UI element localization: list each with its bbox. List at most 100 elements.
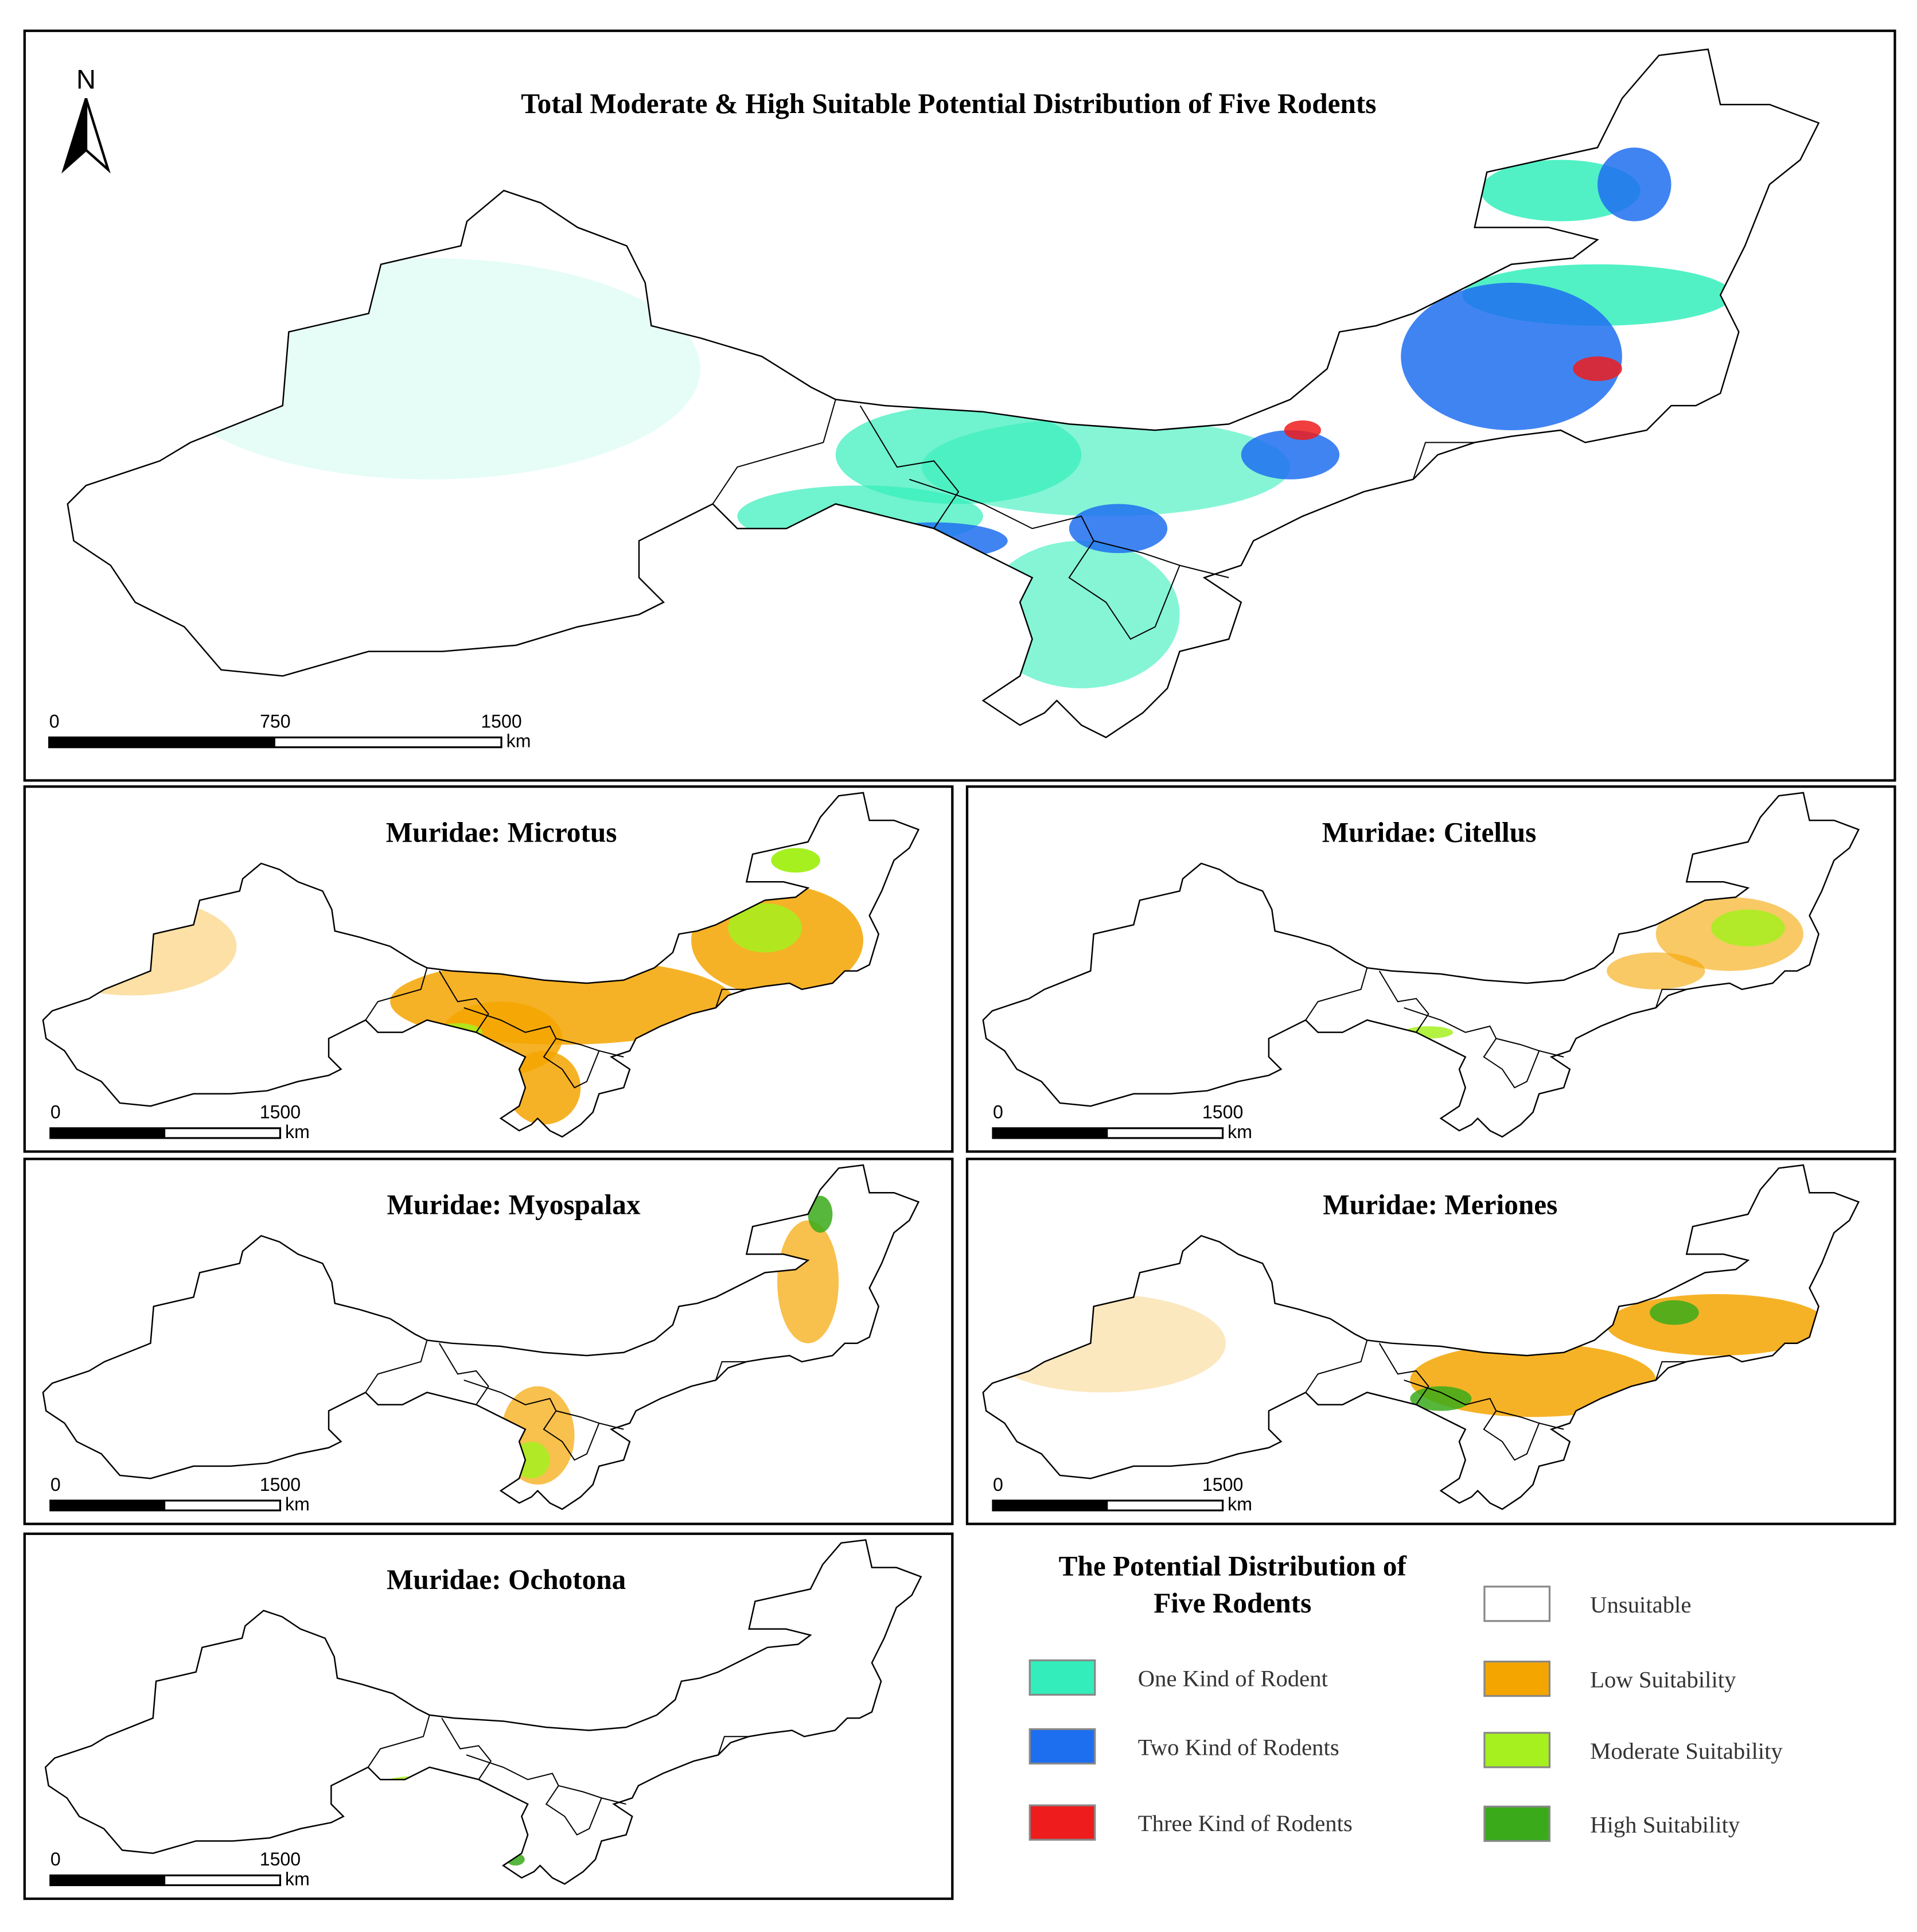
province-border (718, 1736, 749, 1755)
suitability-area (513, 1442, 550, 1479)
legend-swatch (1028, 1804, 1096, 1841)
province-border (909, 480, 1229, 639)
legend-swatch (1483, 1805, 1551, 1842)
legend-label: Low Suitability (1590, 1667, 1736, 1693)
main-title: Total Moderate & High Suitable Potential… (521, 88, 1376, 119)
suitability-area (1650, 1300, 1699, 1325)
province-border (1404, 1008, 1564, 1088)
map-fill (42, 848, 863, 1125)
suitability-area (1607, 952, 1705, 990)
scale-bar-fill (50, 1500, 166, 1511)
legend-swatch (1483, 1732, 1551, 1769)
province-border (1380, 971, 1429, 1033)
suitability-area (983, 1294, 1226, 1393)
suitability-area (506, 1853, 525, 1866)
panel-map (983, 793, 1858, 1137)
scale-label: 1500 (260, 1474, 301, 1495)
region-outline (45, 1540, 921, 1884)
legend-swatch (1483, 1586, 1551, 1622)
map-fill (380, 1776, 525, 1866)
province-border (1094, 541, 1180, 566)
north-arrow: N (61, 64, 111, 174)
legend-label: Three Kind of Rodents (1138, 1810, 1353, 1836)
map-fill (983, 1294, 1828, 1417)
panel-map (980, 1165, 1858, 1509)
suitability-area (808, 1195, 833, 1233)
scale-label: 0 (993, 1102, 1003, 1123)
scale-bar-fill (50, 1875, 166, 1886)
scale-bar-fill (992, 1128, 1108, 1138)
panel-frame (23, 1158, 954, 1525)
panel-title: Muridae: Ochotona (387, 1564, 626, 1595)
suitability-area (728, 903, 802, 953)
suitability-area (777, 1220, 839, 1343)
province-border (1496, 1411, 1539, 1423)
province-border (716, 1362, 747, 1380)
scale-label: 1500 (260, 1849, 301, 1869)
suitability-area (1607, 1294, 1828, 1356)
province-border (1404, 1380, 1564, 1460)
suitability-area (983, 540, 1180, 688)
panel-frame (965, 785, 1896, 1153)
province-border (556, 1038, 599, 1050)
province-border (439, 971, 489, 1033)
scale-label: 0 (993, 1474, 1003, 1495)
legend-label: Two Kind of Rodents (1138, 1734, 1339, 1760)
province-border (1496, 1038, 1539, 1050)
legend-swatch (1028, 1728, 1096, 1764)
panel-frame (23, 785, 954, 1153)
suitability-area (42, 897, 237, 996)
suitability-area (921, 418, 1291, 516)
suitability-area (1410, 1386, 1472, 1411)
main-map (68, 49, 1819, 738)
suitability-area (506, 1050, 581, 1125)
main-frame (23, 29, 1896, 782)
suitability-area (1404, 1026, 1454, 1039)
suitability-area (771, 848, 820, 873)
province-border (439, 1343, 489, 1405)
legend-swatch (1483, 1660, 1551, 1697)
scale-unit: km (1228, 1121, 1252, 1142)
suitability-area (1598, 147, 1671, 221)
scale-label: 1500 (481, 711, 521, 731)
province-border (464, 1008, 624, 1088)
scale-label: 1500 (1202, 1474, 1243, 1495)
scale-label: 1500 (260, 1102, 301, 1123)
legend-title: The Potential Distribution of (1059, 1551, 1407, 1582)
scale-unit: km (506, 731, 531, 751)
suitability-area (737, 485, 983, 547)
province-border (556, 1411, 599, 1423)
north-label: N (76, 64, 96, 94)
scale-unit: km (285, 1121, 310, 1142)
panel-frame (23, 1532, 954, 1900)
province-border (466, 1755, 626, 1834)
scale-label: 0 (50, 1102, 61, 1123)
map-fill (159, 147, 1733, 688)
scale-bar-fill (992, 1500, 1108, 1511)
province-border (368, 1715, 430, 1767)
scale-label: 0 (50, 1474, 61, 1495)
scale-label: 0 (50, 1849, 61, 1869)
legend-label: Moderate Suitability (1590, 1738, 1783, 1764)
suitability-area (1711, 909, 1785, 946)
panel-title: Muridae: Citellus (1322, 817, 1537, 848)
province-border (365, 1340, 427, 1392)
scale-unit: km (285, 1494, 310, 1514)
province-border (365, 968, 427, 1020)
scale-unit: km (1228, 1494, 1252, 1514)
scale-label: 750 (260, 711, 291, 731)
suitability-area (159, 258, 701, 480)
suitability-area (1241, 430, 1340, 480)
province-border (442, 1718, 491, 1779)
region-outline (983, 793, 1858, 1137)
province-border (1413, 442, 1475, 479)
suitability-area (1573, 356, 1622, 381)
panel-title: Muridae: Microtus (386, 817, 617, 848)
legend-label: One Kind of Rodent (1138, 1665, 1328, 1691)
scale-label: 1500 (1202, 1102, 1243, 1123)
legend-title: Five Rodents (1154, 1587, 1311, 1619)
province-border (464, 1380, 624, 1460)
province-border (1306, 1340, 1367, 1392)
panel-title: Muridae: Myospalax (387, 1189, 640, 1221)
